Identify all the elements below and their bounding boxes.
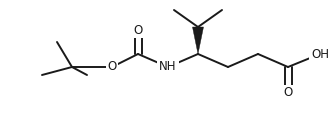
Polygon shape <box>192 27 203 54</box>
Text: O: O <box>283 86 293 100</box>
Text: O: O <box>133 23 143 37</box>
Text: O: O <box>107 60 117 74</box>
Text: NH: NH <box>159 60 177 74</box>
Text: OH: OH <box>311 48 329 60</box>
